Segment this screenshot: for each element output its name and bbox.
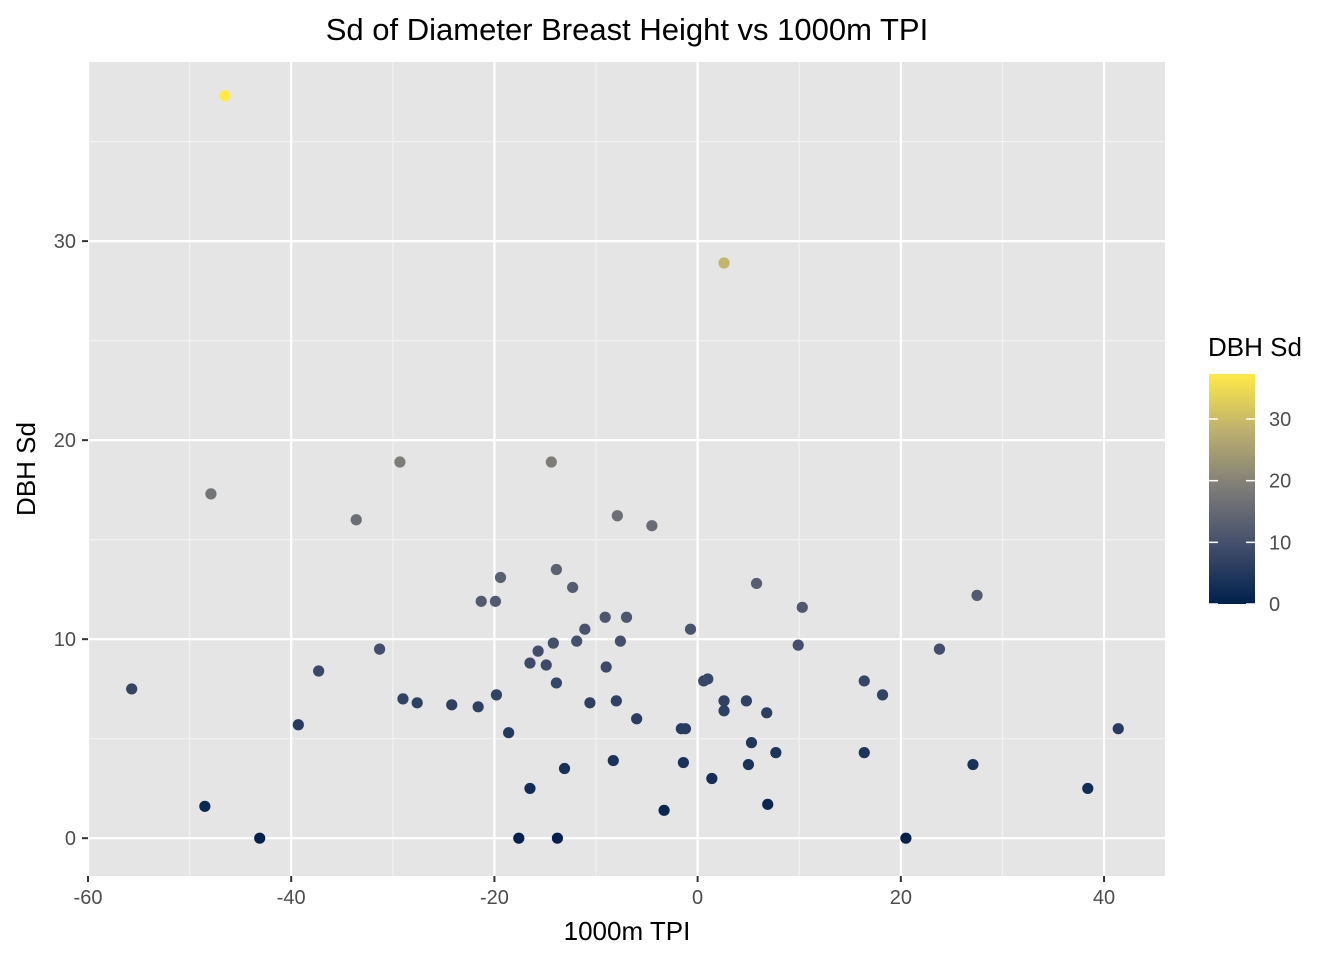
data-points <box>126 90 1124 844</box>
data-point <box>611 510 623 522</box>
data-point <box>971 589 983 601</box>
data-point <box>677 756 689 769</box>
data-point <box>607 754 619 767</box>
y-tick-label: 10 <box>54 629 76 651</box>
data-point <box>658 804 670 816</box>
y-tick-label: 0 <box>65 828 76 850</box>
data-point <box>702 673 714 685</box>
data-point <box>551 832 564 844</box>
data-point <box>599 611 611 623</box>
legend-tick-label: 10 <box>1269 532 1291 554</box>
y-axis-title: DBH Sd <box>11 422 41 516</box>
data-point <box>718 705 730 717</box>
y-tick-label: 30 <box>54 231 76 253</box>
data-point <box>545 456 557 468</box>
legend-title: DBH Sd <box>1208 332 1302 362</box>
data-point <box>199 800 211 812</box>
x-axis-title: 1000m TPI <box>564 916 691 946</box>
data-point <box>900 832 912 844</box>
data-point <box>394 456 406 468</box>
x-tick-label: -60 <box>74 887 103 909</box>
data-point <box>558 762 571 775</box>
data-point <box>858 675 870 687</box>
data-point <box>292 719 304 731</box>
data-point <box>646 520 658 532</box>
data-point <box>750 577 763 590</box>
data-point <box>745 737 758 749</box>
x-tick-label: 0 <box>692 887 703 909</box>
major-gridlines <box>86 62 1165 876</box>
data-point <box>600 661 612 673</box>
data-point <box>762 798 774 810</box>
legend-colorbar <box>1209 374 1255 604</box>
x-tick-label: 40 <box>1093 887 1115 909</box>
data-point <box>679 723 692 735</box>
plot-panel <box>88 62 1165 876</box>
data-point <box>684 623 697 635</box>
data-point <box>1082 782 1094 795</box>
data-point <box>532 645 544 657</box>
data-point <box>792 639 804 651</box>
data-point <box>796 601 808 613</box>
data-point <box>547 637 559 649</box>
data-point <box>350 514 362 526</box>
data-point <box>761 707 773 719</box>
data-point <box>540 659 552 671</box>
data-point <box>876 689 889 701</box>
data-point <box>614 635 627 647</box>
data-point <box>706 772 718 785</box>
data-point <box>524 782 536 795</box>
color-legend: DBH Sd 0 10 20 30 <box>1208 332 1302 616</box>
data-point <box>254 832 266 844</box>
data-point <box>494 571 507 584</box>
data-point <box>631 713 643 725</box>
x-tick-label: -20 <box>480 887 509 909</box>
data-point <box>126 683 138 695</box>
data-point <box>620 611 633 623</box>
data-point <box>374 643 386 655</box>
data-point <box>490 689 503 701</box>
data-point <box>1112 723 1124 735</box>
x-axis: -60 -40 -20 0 20 40 <box>74 876 1115 909</box>
legend-tick-label: 20 <box>1269 471 1291 493</box>
data-point <box>205 488 217 500</box>
data-point <box>475 595 487 607</box>
legend-tick-label: 30 <box>1269 409 1291 431</box>
data-point <box>967 758 979 771</box>
x-tick-label: 20 <box>890 887 912 909</box>
data-point <box>584 697 596 709</box>
data-point <box>513 832 525 844</box>
data-point <box>858 747 870 759</box>
data-point <box>718 257 730 269</box>
data-point <box>219 90 231 102</box>
x-tick-label: -40 <box>277 887 306 909</box>
data-point <box>397 693 409 705</box>
data-point <box>571 635 583 647</box>
data-point <box>770 747 782 759</box>
data-point <box>740 695 752 707</box>
legend-ticks: 0 10 20 30 <box>1209 409 1291 616</box>
data-point <box>567 581 579 594</box>
y-tick-label: 20 <box>54 430 76 452</box>
data-point <box>313 665 325 677</box>
data-point <box>933 643 946 655</box>
data-point <box>550 563 562 576</box>
legend-tick-label: 0 <box>1269 594 1280 616</box>
data-point <box>550 677 562 689</box>
data-point <box>503 727 515 739</box>
data-point <box>472 701 484 713</box>
data-point <box>524 657 536 669</box>
data-point <box>446 699 458 711</box>
chart-title: Sd of Diameter Breast Height vs 1000m TP… <box>326 12 928 47</box>
data-point <box>489 595 502 607</box>
data-point <box>610 695 622 707</box>
data-point <box>579 623 591 635</box>
data-point <box>411 697 423 709</box>
data-point <box>742 758 755 771</box>
data-point <box>718 695 730 707</box>
minor-gridlines <box>88 62 1165 876</box>
y-axis: 0 10 20 30 <box>54 231 88 850</box>
